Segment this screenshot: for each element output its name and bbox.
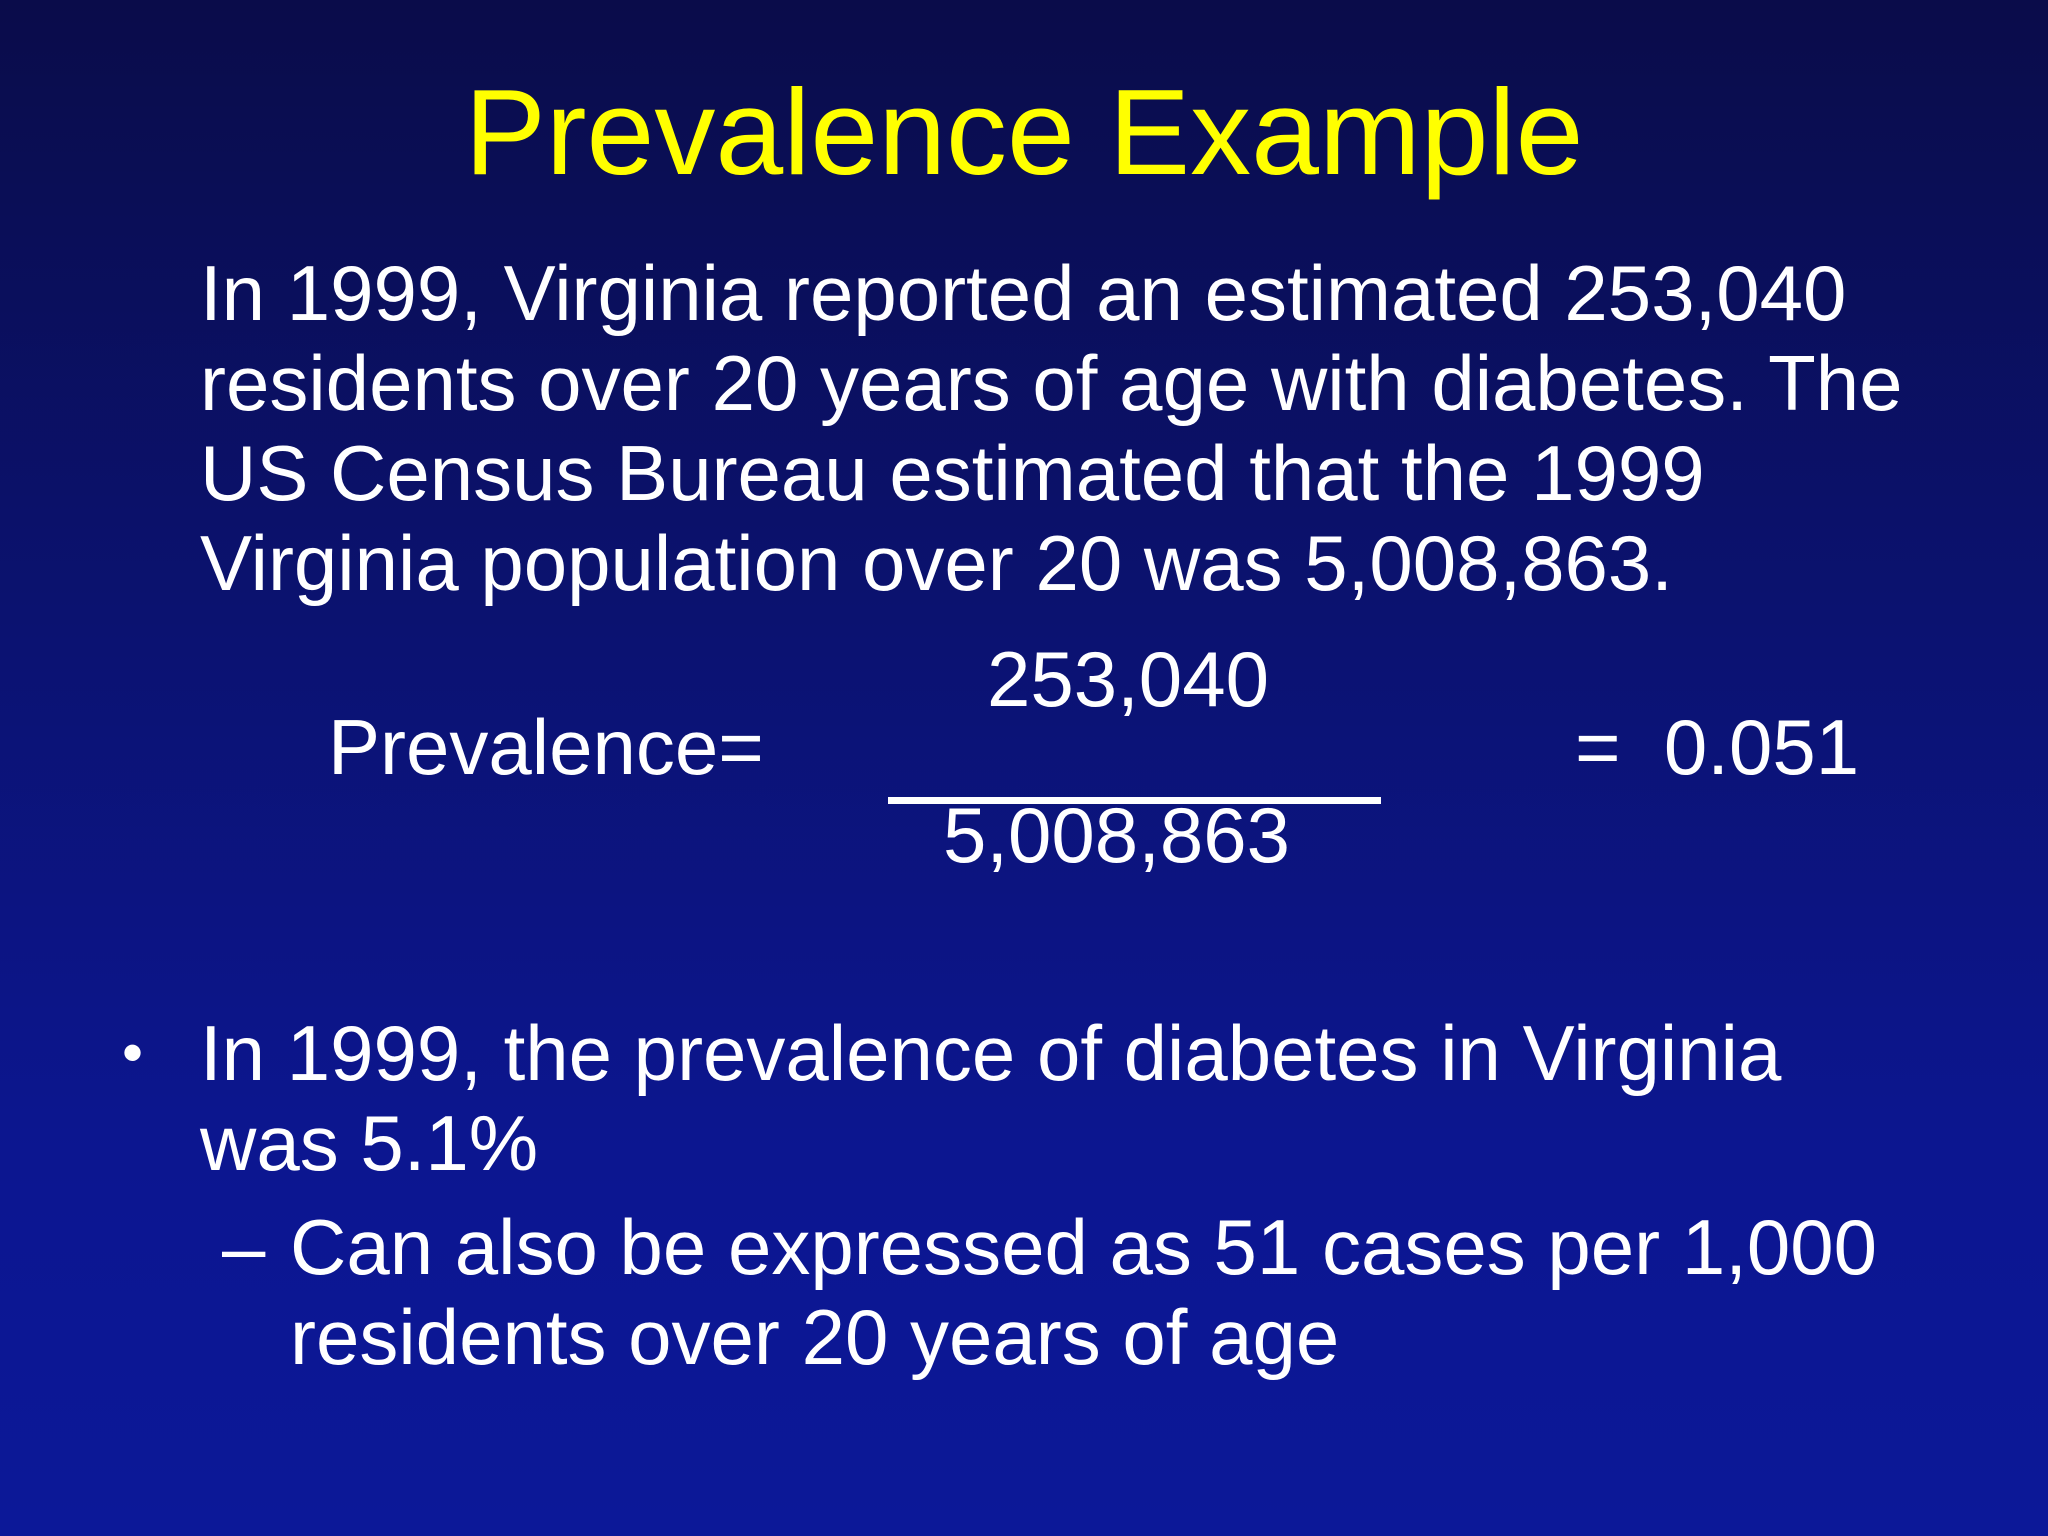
equation-denominator: 5,008,863: [943, 791, 1291, 879]
fraction-bar: [888, 797, 1381, 804]
bullet-icon: •: [122, 1019, 144, 1086]
intro-paragraph: In 1999, Virginia reported an estimated …: [200, 249, 1903, 607]
dash-icon: –: [222, 1203, 266, 1291]
equation-label: Prevalence=: [328, 703, 764, 791]
equation-result: = 0.051: [1575, 703, 1860, 791]
slide-title: Prevalence Example: [464, 64, 1584, 200]
sub-bullet-text: Can also be expressed as 51 cases per 1,…: [290, 1203, 1878, 1381]
bullet-text: In 1999, the prevalence of diabetes in V…: [200, 1009, 1782, 1187]
equation-numerator: 253,040: [987, 635, 1269, 723]
